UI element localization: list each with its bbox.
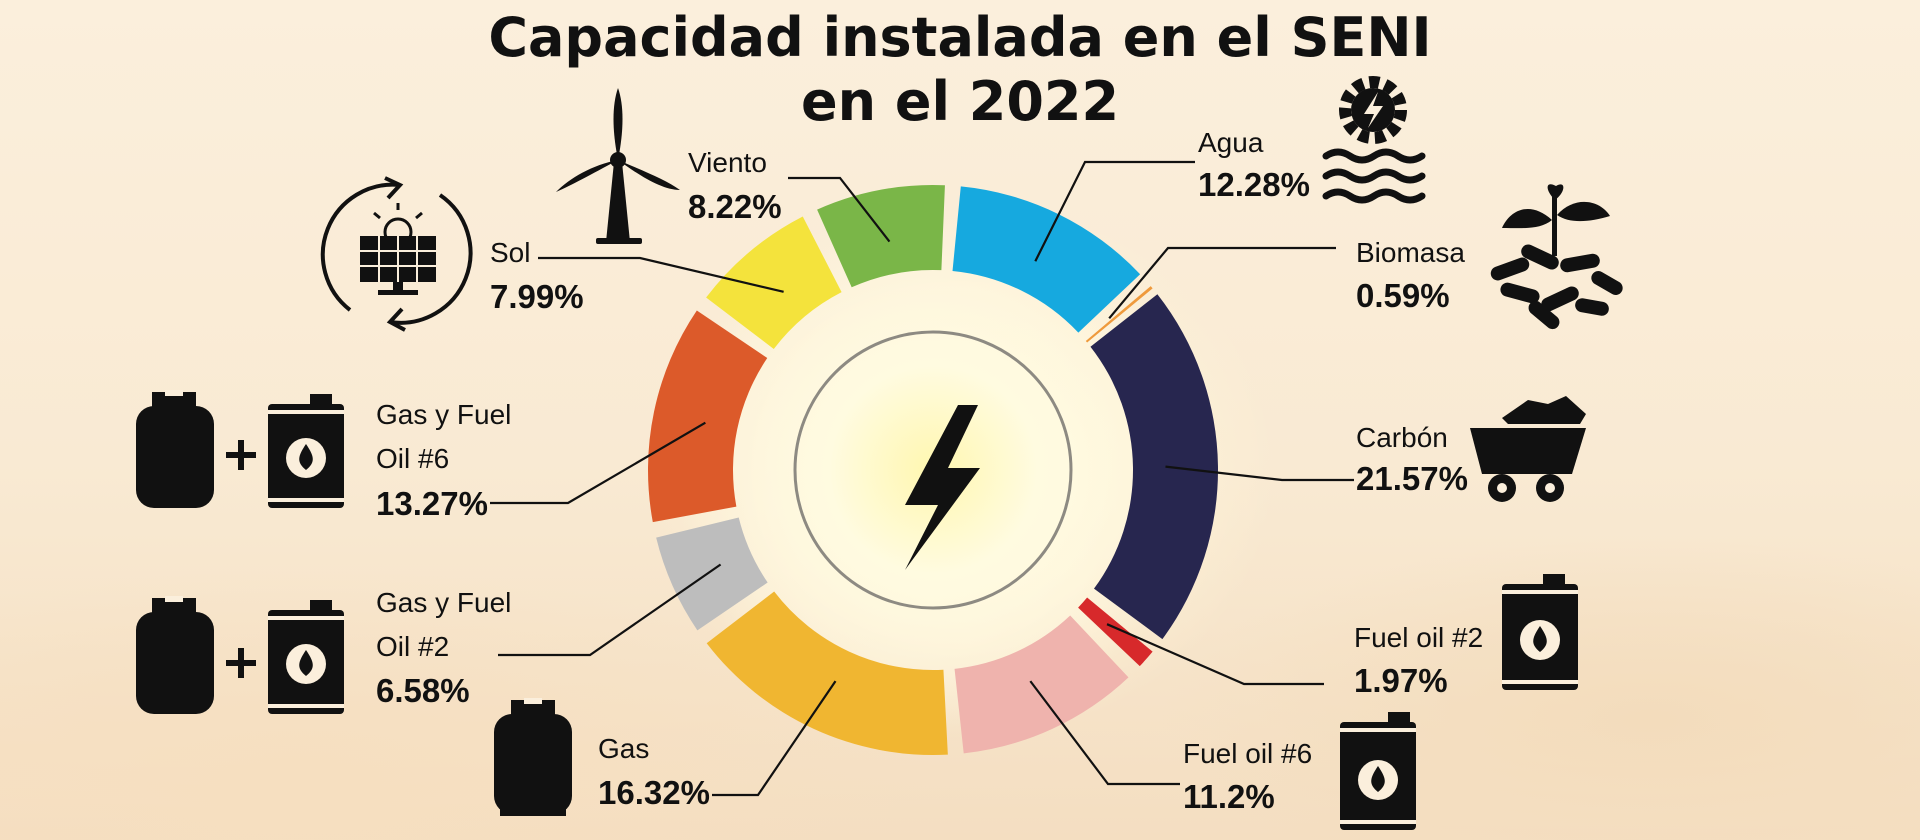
slice-label-biomasa: Biomasa [1356, 237, 1465, 268]
leader-line-fuel-oil-6 [1029, 680, 1180, 786]
gas-cylinder-plus-barrel-icon [136, 596, 344, 714]
slice-label-viento: Viento [688, 147, 767, 178]
slice-label-fuel-oil-2: Fuel oil #2 [1354, 622, 1483, 653]
leader-line-carbon [1165, 465, 1354, 482]
chart-title-line1: Capacidad instalada en el SENI [488, 6, 1432, 69]
leader-line-fuel-oil-2 [1106, 623, 1324, 686]
slice-value-gas: 16.32% [598, 774, 710, 811]
slice-label-gas-y-fuel-oil-6: Gas y Fuel Oil #6 [376, 399, 511, 474]
slice-carbon [1090, 294, 1218, 640]
slice-agua [952, 186, 1141, 333]
labels-group: Agua 12.28% Biomasa 0.59% Carbón 21.57% Fuel o… [376, 127, 1483, 815]
leader-line-biomasa [1108, 246, 1336, 320]
slice-value-carbon: 21.57% [1356, 460, 1468, 497]
slice-value-gas-y-fuel-oil-2: 6.58% [376, 672, 470, 709]
wind-turbine-icon [556, 88, 680, 244]
leader-line-sol [538, 256, 784, 293]
slices-group [648, 185, 1218, 755]
oil-barrel-icon [1502, 574, 1578, 690]
slice-gas-y-fuel-oil-2 [656, 517, 768, 631]
slice-value-biomasa: 0.59% [1356, 277, 1450, 314]
plant-pellets-icon [1490, 184, 1623, 330]
slice-value-agua: 12.28% [1198, 166, 1310, 203]
gas-cylinder-plus-barrel-icon [136, 390, 344, 508]
slice-fuel-oil-2 [1078, 597, 1153, 667]
chart-title: Capacidad instalada en el SENI en el 202… [0, 6, 1920, 134]
slice-label-carbon: Carbón [1356, 422, 1448, 453]
slice-label-sol: Sol [490, 237, 530, 268]
leader-lines-group [490, 160, 1354, 797]
slice-gas [706, 591, 948, 755]
leader-line-viento [788, 176, 891, 243]
slice-label-gas: Gas [598, 733, 649, 764]
slice-value-viento: 8.22% [688, 188, 782, 225]
solar-panel-icon [320, 176, 473, 332]
slice-label-agua: Agua [1198, 127, 1264, 158]
slice-label-fuel-oil-6: Fuel oil #6 [1183, 738, 1312, 769]
leader-line-gas [712, 680, 837, 797]
chart-title-line2: en el 2022 [800, 70, 1120, 133]
slice-fuel-oil-6 [954, 615, 1129, 754]
leader-line-agua [1034, 160, 1195, 262]
slice-viento [817, 185, 945, 288]
slice-sol [706, 216, 842, 349]
slice-value-fuel-oil-2: 1.97% [1354, 662, 1448, 699]
lightning-bolt-icon [905, 405, 980, 570]
hydro-gear-waves-icon [1322, 76, 1426, 204]
slice-value-gas-y-fuel-oil-6: 13.27% [376, 485, 488, 522]
slice-biomasa [1085, 286, 1153, 343]
slice-gas-y-fuel-oil-6 [648, 310, 768, 523]
oil-barrel-icon [1340, 712, 1416, 830]
coal-cart-icon [1470, 396, 1586, 502]
leader-line-gas-y-fuel-oil-6 [490, 421, 706, 505]
center-ring [793, 330, 1073, 610]
slice-value-sol: 7.99% [490, 278, 584, 315]
slice-label-gas-y-fuel-oil-2: Gas y Fuel Oil #2 [376, 587, 511, 662]
gas-cylinder-icon [494, 698, 572, 816]
leader-line-gas-y-fuel-oil-2 [498, 563, 722, 657]
slice-value-fuel-oil-6: 11.2% [1183, 778, 1275, 815]
